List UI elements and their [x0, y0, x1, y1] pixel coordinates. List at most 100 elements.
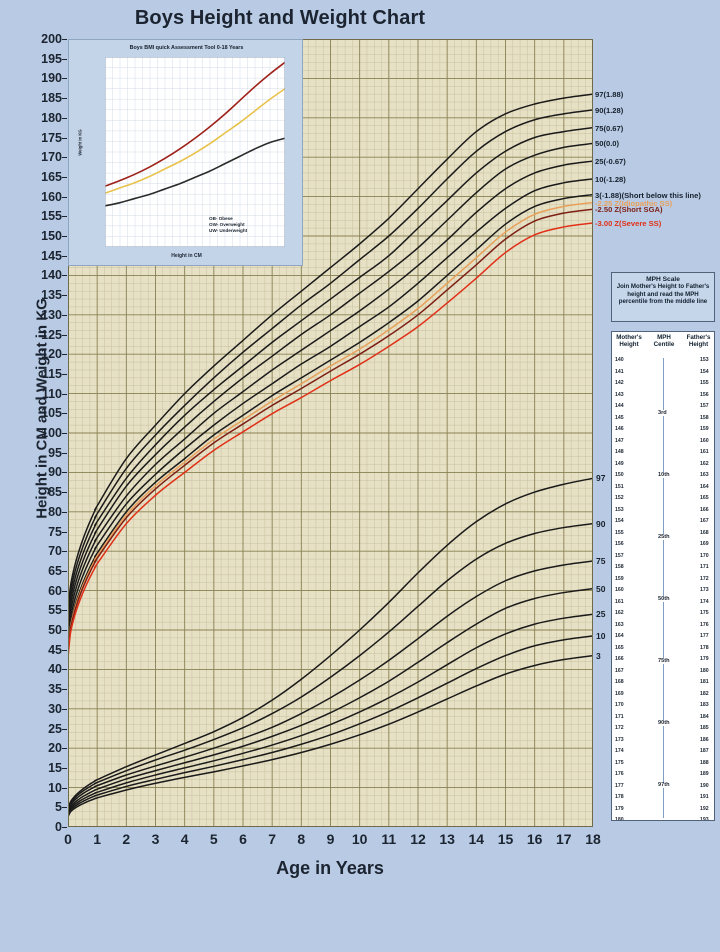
curve-weight-50 — [68, 587, 593, 814]
mph-mother-height: 165 — [615, 644, 624, 651]
y-tick-30: 30 — [48, 701, 62, 716]
y-tick-mark — [62, 433, 67, 434]
x-tick-6: 6 — [239, 831, 247, 847]
curve--2-25-z-idiopathic-ss — [68, 201, 593, 653]
mph-scale-box: MPH Scale Join Mother's Height to Father… — [611, 272, 715, 322]
mph-father-height: 190 — [700, 782, 709, 789]
y-tick-5: 5 — [55, 800, 62, 815]
mph-father-height: 166 — [700, 506, 709, 513]
x-tick-10: 10 — [351, 831, 368, 847]
x-tick-5: 5 — [209, 831, 218, 847]
y-tick-155: 155 — [41, 209, 62, 224]
y-tick-185: 185 — [41, 91, 62, 106]
y-tick-mark — [62, 295, 67, 297]
weight-curve-label-97: 97 — [596, 473, 606, 484]
x-tick-12: 12 — [410, 831, 426, 847]
y-tick-60: 60 — [48, 583, 62, 598]
mph-mother-height: 154 — [615, 518, 624, 524]
mph-mother-height: 155 — [615, 529, 624, 536]
mph-centile-25th: 25th — [657, 534, 671, 540]
mph-mother-height: 174 — [615, 748, 624, 754]
mph-description: Join Mother's Height to Father's height … — [616, 283, 710, 306]
inset-title: Boys BMI quick Assessment Tool 0-18 Year… — [129, 45, 244, 51]
y-tick-mark — [62, 275, 67, 277]
mph-father-height: 192 — [700, 805, 709, 812]
mph-father-height: 157 — [700, 403, 709, 409]
mph-centile-97th: 97th — [657, 782, 671, 788]
x-tick-15: 15 — [497, 831, 514, 847]
mph-mother-height: 180 — [615, 817, 624, 821]
y-tick-135: 135 — [41, 288, 62, 303]
y-tick-mark — [62, 117, 67, 119]
mph-father-height: 188 — [700, 759, 709, 766]
mph-father-height: 180 — [700, 667, 709, 674]
mph-mother-height: 167 — [615, 667, 624, 674]
y-tick-mark — [62, 393, 67, 395]
y-tick-mark — [62, 787, 67, 789]
y-tick-20: 20 — [48, 741, 62, 756]
legend-item-ow: OW- Overweight — [209, 222, 245, 227]
curve-weight-90 — [68, 522, 593, 812]
mph-centile-3rd: 3rd — [657, 410, 668, 416]
height-curve-label-5: 10(-1.28) — [595, 174, 626, 184]
mph-father-height: 178 — [700, 644, 709, 651]
mph-father-height: 162 — [700, 460, 709, 467]
y-tick-mark — [62, 98, 67, 100]
x-tick-1: 1 — [93, 831, 102, 847]
curve--3-00-z-severe-ss — [68, 222, 593, 659]
x-tick-2: 2 — [122, 831, 131, 847]
y-tick-mark — [62, 531, 67, 533]
mph-mother-height: 177 — [615, 782, 624, 789]
y-tick-80: 80 — [48, 504, 62, 519]
y-tick-mark — [62, 413, 67, 415]
y-tick-mark — [62, 708, 67, 710]
y-tick-mark — [62, 255, 67, 257]
mph-father-height: 161 — [700, 449, 709, 455]
y-tick-65: 65 — [48, 563, 62, 578]
x-tick-16: 16 — [526, 831, 543, 847]
y-tick-mark — [62, 373, 67, 375]
y-tick-0: 0 — [55, 820, 62, 834]
height-curve-label-6: 3(-1.88)(Short below this line) — [595, 190, 701, 200]
mph-father-height: 164 — [700, 483, 709, 490]
y-tick-mark — [62, 610, 67, 612]
mph-father-height: 165 — [700, 495, 709, 501]
mph-father-height: 181 — [700, 679, 709, 685]
y-tick-mark — [62, 590, 67, 592]
y-tick-mark — [62, 78, 67, 80]
height-curve-label-4: 25(-0.67) — [595, 157, 626, 167]
curve-weight-97 — [68, 477, 593, 811]
mph-father-height: 171 — [700, 564, 709, 570]
mph-father-height: 186 — [700, 736, 709, 743]
y-tick-35: 35 — [48, 682, 62, 697]
mph-centile-10th: 10th — [657, 472, 671, 478]
mph-mother-height: 160 — [615, 587, 624, 593]
y-tick-10: 10 — [48, 780, 62, 795]
y-tick-145: 145 — [41, 248, 62, 263]
mph-father-height: 176 — [700, 621, 709, 628]
curve-height-50-0-0- — [68, 142, 593, 633]
mph-mother-height: 153 — [615, 506, 624, 513]
y-tick-95: 95 — [48, 445, 62, 460]
y-tick-115: 115 — [41, 366, 62, 381]
mph-mother-height: 169 — [615, 690, 624, 697]
mph-mother-height: 141 — [615, 368, 624, 375]
y-tick-140: 140 — [41, 268, 62, 283]
y-tick-mark — [62, 767, 67, 769]
mph-father-height: 189 — [700, 771, 709, 777]
legend-item-ob: OB- Obese — [209, 216, 233, 221]
y-tick-mark — [62, 511, 67, 513]
y-tick-50: 50 — [48, 623, 62, 637]
height-curve-label-3: 50(0.0) — [595, 139, 620, 149]
y-tick-45: 45 — [48, 642, 62, 657]
y-tick-mark — [62, 728, 67, 730]
mph-mother-height: 179 — [615, 805, 624, 812]
mph-mother-height: 162 — [615, 610, 624, 616]
curve-height-10-1-28- — [68, 178, 593, 645]
curve-height-3-1-88-short-below-this-line — [68, 193, 593, 651]
mph-mother-height: 150 — [615, 472, 624, 478]
x-tick-18: 18 — [585, 831, 601, 847]
mph-mother-height: 161 — [615, 598, 624, 605]
mph-mother-height: 164 — [615, 633, 624, 639]
